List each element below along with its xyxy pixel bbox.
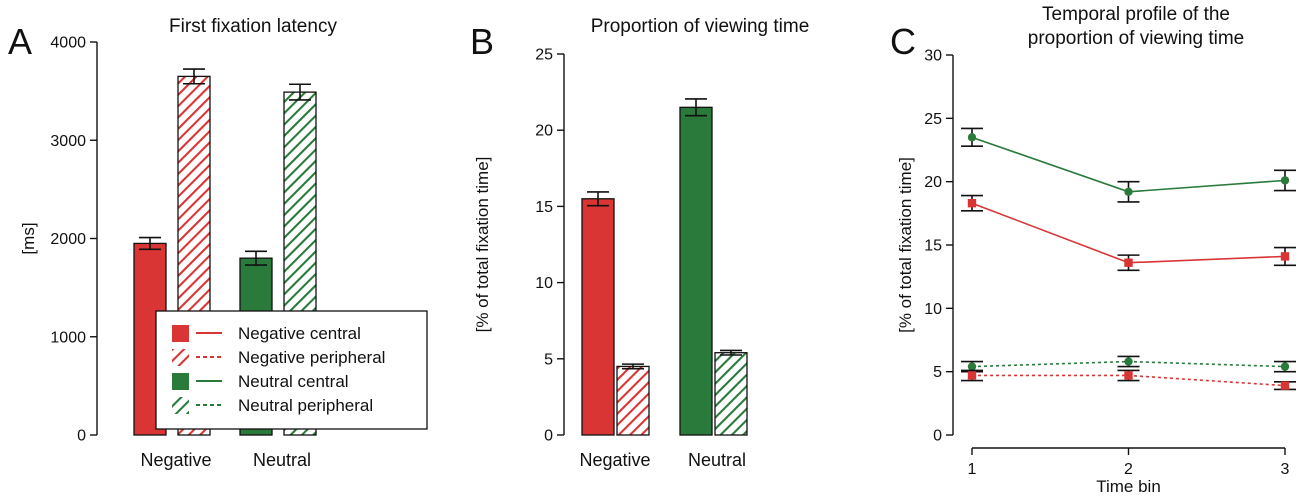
legend-label: Neutral central <box>238 372 349 391</box>
y-tick-label: 15 <box>535 199 553 216</box>
y-tick-label: 10 <box>535 275 553 292</box>
x-tick-label: 2 <box>1124 461 1133 478</box>
x-axis-label: Time bin <box>1096 477 1161 496</box>
y-tick-label: 3000 <box>50 133 86 150</box>
x-tick-label: 3 <box>1281 461 1290 478</box>
panel-c: C Temporal profile of the proportion of vi… <box>890 4 1296 496</box>
y-tick-label: 20 <box>924 174 942 191</box>
y-tick-label: 20 <box>535 123 553 140</box>
y-tick-label: 0 <box>77 428 86 445</box>
legend-label: Negative central <box>238 324 361 343</box>
panel-letter: B <box>470 21 494 62</box>
y-tick-label: 30 <box>924 48 942 65</box>
y-tick-label: 5 <box>544 351 553 368</box>
category-label: Negative <box>579 450 650 470</box>
point-negative-central <box>1280 252 1290 261</box>
bar-neutral-peripheral <box>714 352 748 436</box>
y-tick-label: 10 <box>924 301 942 318</box>
x-tick-label: 1 <box>968 461 977 478</box>
panel-letter: A <box>8 21 32 62</box>
category-label: Negative <box>140 450 211 470</box>
category-label: Neutral <box>253 450 311 470</box>
y-tick-label: 0 <box>933 428 942 445</box>
series-line-negative-central <box>971 202 1286 264</box>
y-axis-label: [ms] <box>19 222 38 254</box>
panel-letter: C <box>890 21 916 62</box>
point-negative-peripheral <box>1280 381 1290 390</box>
point-negative-central <box>967 199 977 208</box>
y-tick-label: 1000 <box>50 329 86 346</box>
point-neutral-peripheral <box>1280 362 1290 371</box>
point-neutral-peripheral <box>967 362 977 371</box>
legend-swatch <box>172 373 189 390</box>
y-tick-label: 15 <box>924 238 942 255</box>
legend-box <box>155 310 428 430</box>
legend-swatch <box>172 397 189 414</box>
y-axis-label: [% of total fixation time] <box>896 157 915 333</box>
legend-swatch <box>172 349 189 366</box>
chart-title: Proportion of viewing time <box>591 16 810 37</box>
legend-swatch <box>172 325 189 342</box>
chart-title-line-2: proportion of viewing time <box>1028 28 1245 49</box>
panel-b: B Proportion of viewing time 0 5 10 15 20 25 [% … <box>470 16 809 470</box>
category-label: Neutral <box>688 450 746 470</box>
y-tick-label: 25 <box>924 111 942 128</box>
y-tick-label: 5 <box>933 364 942 381</box>
point-neutral-peripheral <box>1124 357 1133 366</box>
y-tick-label: 0 <box>544 428 553 445</box>
y-tick-label: 2000 <box>50 231 86 248</box>
legend: Negative central Negative peripheral Neutr… <box>155 310 428 430</box>
chart-title-line-1: Temporal profile of the <box>1042 4 1230 25</box>
point-neutral-central <box>967 133 977 142</box>
chart-title: First fixation latency <box>169 16 337 37</box>
point-negative-central <box>1124 258 1133 267</box>
point-neutral-central <box>1280 176 1290 185</box>
y-axis-label: [% of total fixation time] <box>473 157 492 333</box>
y-tick-label: 4000 <box>50 35 86 52</box>
bar-negative-peripheral <box>616 365 650 436</box>
legend-label: Negative peripheral <box>238 348 385 367</box>
point-negative-peripheral <box>967 371 977 380</box>
legend-label: Neutral peripheral <box>238 396 373 415</box>
bar-neutral-central <box>679 106 713 436</box>
y-tick-label: 25 <box>535 47 553 64</box>
point-neutral-central <box>1124 187 1133 196</box>
bar-negative-central <box>581 198 615 436</box>
point-negative-peripheral <box>1124 371 1133 380</box>
